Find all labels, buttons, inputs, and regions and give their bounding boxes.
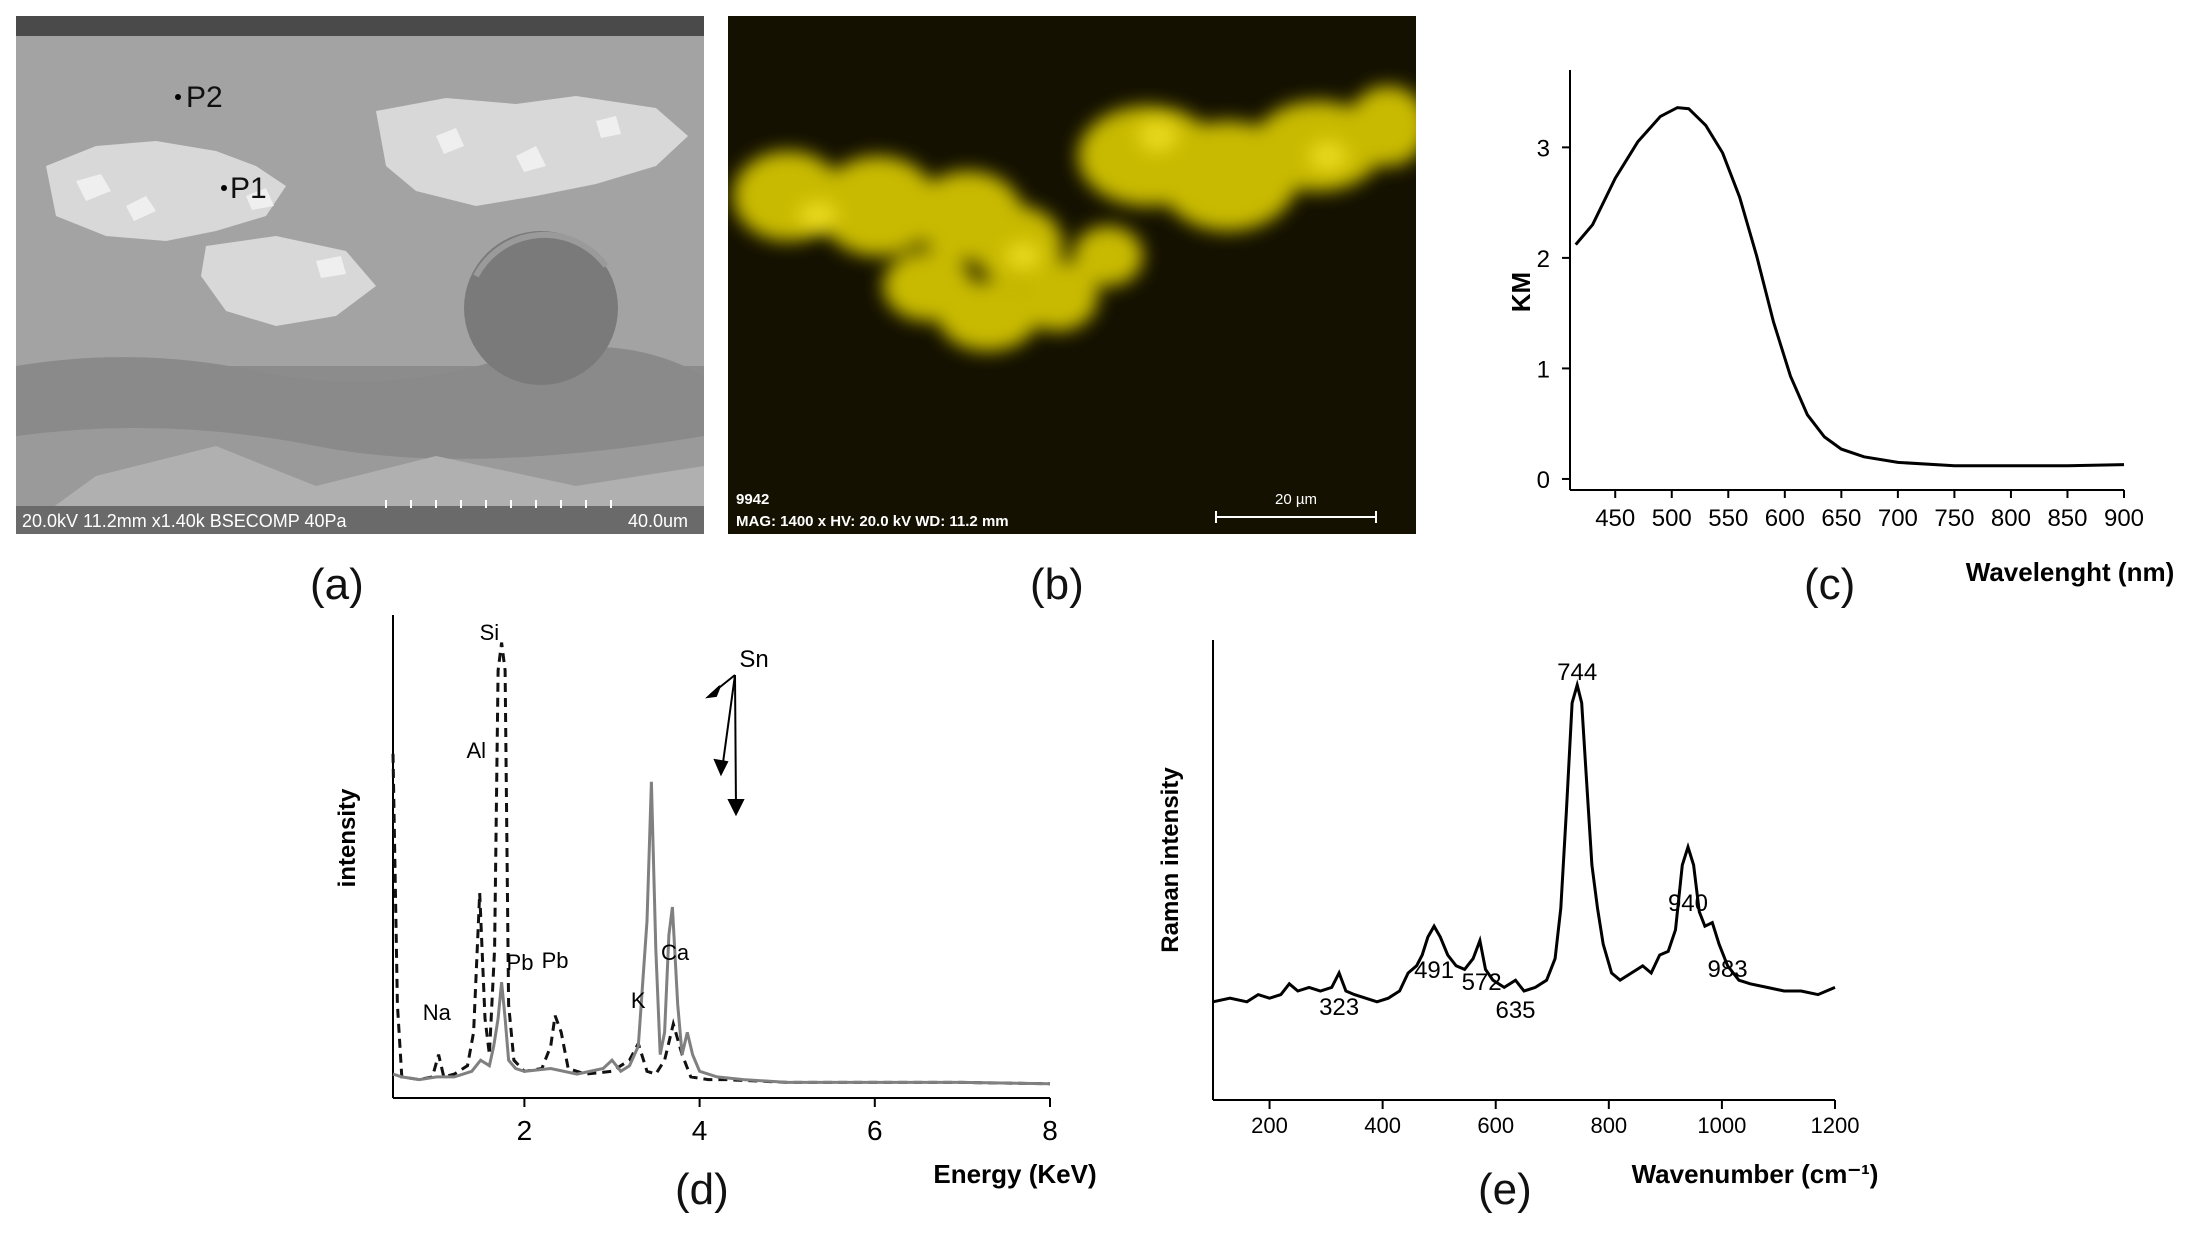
chart-d-series-solid: [392, 781, 1051, 1086]
panel-c-label: (c): [1804, 560, 1856, 609]
chart-c-ytick-label: 3: [1537, 135, 1550, 162]
chart-e-ylabel: Raman intensity: [1157, 767, 1184, 953]
chart-d-annotation: Si: [480, 620, 500, 645]
sample-id: 9942: [736, 491, 769, 508]
panel-b-label: (b): [1030, 560, 1084, 609]
chart-d-annotation: Ca: [661, 940, 690, 965]
chart-d-annotation: Pb: [542, 948, 569, 973]
chart-d-xtick-label: 4: [692, 1115, 708, 1146]
panel-a-label: (a): [310, 560, 364, 609]
chart-d-annotation: Al: [466, 738, 486, 763]
chart-e-peak-label: 983: [1708, 956, 1748, 983]
chart-d-ylabel: intensity: [334, 788, 361, 887]
point-p2-label: P2: [186, 81, 223, 114]
chart-c-xtick-label: 650: [1821, 505, 1861, 532]
chart-e-xtick-label: 200: [1251, 1113, 1288, 1138]
chart-c-ylabel: KM: [1506, 272, 1536, 312]
chart-e-peak-label: 323: [1319, 994, 1359, 1021]
panel-e-label: (e): [1478, 1165, 1532, 1214]
chart-e-peak-label: 744: [1557, 659, 1597, 686]
chart-e-peak-label: 572: [1462, 969, 1502, 996]
chart-c-xtick-label: 900: [2104, 505, 2144, 532]
chart-e-series-line: [1212, 679, 1836, 1004]
chart-e-peak-label: 491: [1414, 957, 1454, 984]
chart-c-ytick-label: 0: [1537, 467, 1550, 494]
eds-scale-text: 20 µm: [1275, 491, 1317, 508]
chart-e-xtick-label: 800: [1590, 1113, 1627, 1138]
eds-map: 9942 MAG: 1400 x HV: 20.0 kV WD: 11.2 mm…: [728, 16, 1428, 534]
panel-b-image: 9942 MAG: 1400 x HV: 20.0 kV WD: 11.2 mm…: [728, 16, 1428, 534]
particle-highlights: [76, 116, 621, 278]
chart-e-xtick-label: 600: [1477, 1113, 1514, 1138]
chart-e-xtick-label: 1200: [1811, 1113, 1860, 1138]
chart-d-xtick-label: 2: [517, 1115, 533, 1146]
chart-c-ytick-label: 2: [1537, 246, 1550, 273]
sem-scale-text: 40.0um: [628, 511, 688, 531]
chart-c-xtick-label: 800: [1991, 505, 2031, 532]
sn-arrows: [705, 674, 745, 817]
chart-c-xtick-label: 550: [1708, 505, 1748, 532]
chart-c-ytick-label: 1: [1537, 356, 1550, 383]
chart-d-annotation: Pb: [507, 950, 534, 975]
chart-c-xtick-label: 850: [2047, 505, 2087, 532]
chart-c-xtick-label: 600: [1765, 505, 1805, 532]
sn-label: Sn: [739, 646, 768, 673]
pore-sphere: [464, 231, 618, 385]
eds-info-bar: MAG: 1400 x HV: 20.0 kV WD: 11.2 mm: [736, 513, 1009, 530]
chart-d-annotation: K: [631, 988, 646, 1013]
sem-image: P2 P1 20.0kV 11.2mm x1.40k BSECOMP 40Pa …: [16, 16, 704, 534]
chart-c-xlabel: Wavelenght (nm): [1966, 557, 2174, 587]
chart-e-peak-label: 635: [1495, 997, 1535, 1024]
chart-e-peak-label: 940: [1668, 890, 1708, 917]
chart-d-xlabel: Energy (KeV): [933, 1159, 1096, 1189]
point-p1-label: P1: [230, 172, 267, 205]
chart-c-xtick-label: 450: [1595, 505, 1635, 532]
chart-c-xtick-label: 500: [1652, 505, 1692, 532]
chart-c-xtick-label: 700: [1878, 505, 1918, 532]
chart-d-xtick-label: 6: [867, 1115, 883, 1146]
chart-d: 2 4 6 8 Na Al Si Pb Pb K Ca intensity Energy (KeV…: [334, 615, 1097, 1189]
chart-c: 0 1 2 3 450 500 550 600 650 700 750 800 850 900 KM W…: [1506, 70, 2174, 587]
chart-d-xtick-label: 8: [1042, 1115, 1058, 1146]
panel-d-label: (d): [675, 1165, 729, 1214]
chart-d-annotation: Na: [423, 1000, 452, 1025]
panel-a-image: P2 P1 20.0kV 11.2mm x1.40k BSECOMP 40Pa …: [16, 16, 704, 534]
chart-e-xtick-label: 1000: [1697, 1113, 1746, 1138]
chart-d-series-dashed: [391, 642, 1051, 1086]
chart-c-xtick-label: 750: [1934, 505, 1974, 532]
chart-c-series-line: [1574, 106, 2125, 468]
sem-info-bar: 20.0kV 11.2mm x1.40k BSECOMP 40Pa: [22, 511, 347, 531]
chart-e-xlabel: Wavenumber (cm⁻¹): [1632, 1159, 1879, 1189]
chart-e-xtick-label: 400: [1364, 1113, 1401, 1138]
